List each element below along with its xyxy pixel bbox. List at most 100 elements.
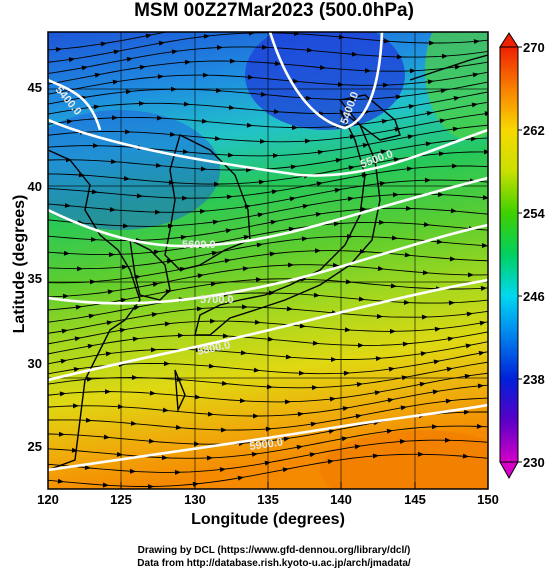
wind-arrow xyxy=(125,89,132,95)
wind-arrow xyxy=(112,79,119,85)
wind-arrow xyxy=(361,172,368,178)
wind-arrow xyxy=(393,157,400,163)
colorbar-tick-label: 254 xyxy=(523,206,545,221)
wind-arrow xyxy=(362,142,369,148)
wind-arrow xyxy=(184,59,191,65)
wind-arrow xyxy=(68,57,75,63)
wind-arrow xyxy=(479,320,486,326)
wind-arrow xyxy=(255,277,262,283)
wind-arrow xyxy=(404,252,411,258)
wind-arrow xyxy=(330,356,337,362)
wind-arrow xyxy=(421,314,428,320)
wind-arrow xyxy=(471,102,478,108)
wind-arrow xyxy=(344,327,351,333)
wind-arrow xyxy=(124,129,131,135)
wind-arrow xyxy=(243,234,250,240)
wind-arrow xyxy=(158,40,165,46)
wind-arrow xyxy=(338,34,345,40)
wind-arrow xyxy=(313,292,320,298)
wind-arrow xyxy=(199,208,206,214)
wind-arrow xyxy=(246,122,253,128)
wind-arrow xyxy=(354,444,361,450)
wind-arrow xyxy=(333,221,340,227)
wind-arrow xyxy=(154,209,161,215)
wind-arrow xyxy=(147,484,154,489)
wind-arrow xyxy=(424,177,431,183)
wind-arrow xyxy=(65,157,72,163)
wind-arrow xyxy=(81,65,88,71)
wind-arrow xyxy=(467,272,474,278)
wind-arrow xyxy=(171,49,178,55)
wind-arrow xyxy=(107,289,114,295)
wind-arrow xyxy=(285,354,292,360)
wind-arrow xyxy=(408,104,415,110)
wind-arrow xyxy=(236,18,242,24)
wind-arrow xyxy=(327,459,334,465)
wind-arrow xyxy=(287,262,294,268)
wind-arrow xyxy=(382,82,389,88)
wind-arrow xyxy=(151,312,158,318)
streamline xyxy=(48,250,488,284)
contour-label: 5700.0 xyxy=(200,294,234,306)
wind-arrow xyxy=(196,306,203,312)
wind-arrow xyxy=(260,91,267,97)
wind-arrow xyxy=(284,399,291,405)
wind-arrow xyxy=(402,341,409,347)
wind-arrow xyxy=(315,211,322,217)
wind-arrow xyxy=(131,375,138,381)
wind-arrow xyxy=(177,332,184,338)
colorbar-tick-label: 238 xyxy=(523,372,545,387)
wind-arrow xyxy=(439,118,446,124)
wind-arrow xyxy=(420,351,427,357)
wind-arrow xyxy=(304,138,311,144)
wind-arrow xyxy=(215,88,222,94)
y-tick-label: 30 xyxy=(28,356,42,371)
wind-arrow xyxy=(209,318,216,324)
wind-arrow xyxy=(175,424,182,430)
wind-arrow xyxy=(75,304,82,310)
wind-arrow xyxy=(63,250,70,256)
wind-arrow xyxy=(343,370,350,376)
wind-arrow xyxy=(242,266,249,272)
wind-arrow xyxy=(444,437,451,443)
wind-arrow xyxy=(378,219,385,225)
wind-arrow xyxy=(206,455,213,461)
wind-arrow xyxy=(94,72,101,78)
wind-arrow xyxy=(103,434,110,440)
contour-label: 5600.0 xyxy=(182,239,216,251)
wind-arrow xyxy=(221,380,228,386)
wind-arrow xyxy=(427,79,434,85)
wind-arrow xyxy=(305,95,312,101)
wind-arrow xyxy=(452,126,459,132)
wind-arrow xyxy=(61,328,68,334)
streamline xyxy=(48,81,488,105)
wind-arrow xyxy=(149,390,156,396)
wind-arrow xyxy=(386,428,393,434)
wind-arrow xyxy=(139,64,146,70)
streamline xyxy=(48,165,488,199)
colorbar-tick-label: 230 xyxy=(523,455,545,470)
wind-arrow xyxy=(228,105,235,111)
wind-arrow xyxy=(87,343,94,349)
wind-arrow xyxy=(84,465,91,471)
wind-arrow xyxy=(346,233,353,239)
colorbar-tick-label: 262 xyxy=(523,123,545,138)
wind-arrow xyxy=(416,25,422,30)
wind-arrow xyxy=(426,111,433,116)
wind-arrow xyxy=(104,389,111,395)
wind-arrow xyxy=(296,444,303,450)
streamline xyxy=(48,46,488,74)
wind-arrow xyxy=(181,195,188,201)
wind-arrow xyxy=(341,436,348,442)
wind-arrow xyxy=(179,266,186,272)
wind-arrow xyxy=(90,237,97,243)
wind-arrow xyxy=(182,149,189,155)
map-title: MSM 00Z27Mar2023 (500.0hPa) xyxy=(134,0,414,21)
wind-arrow xyxy=(290,164,297,170)
wind-arrow xyxy=(422,270,429,276)
wind-arrow xyxy=(214,135,221,141)
wind-arrow xyxy=(227,152,234,158)
wind-arrow xyxy=(345,279,352,285)
wind-arrow xyxy=(91,189,98,195)
